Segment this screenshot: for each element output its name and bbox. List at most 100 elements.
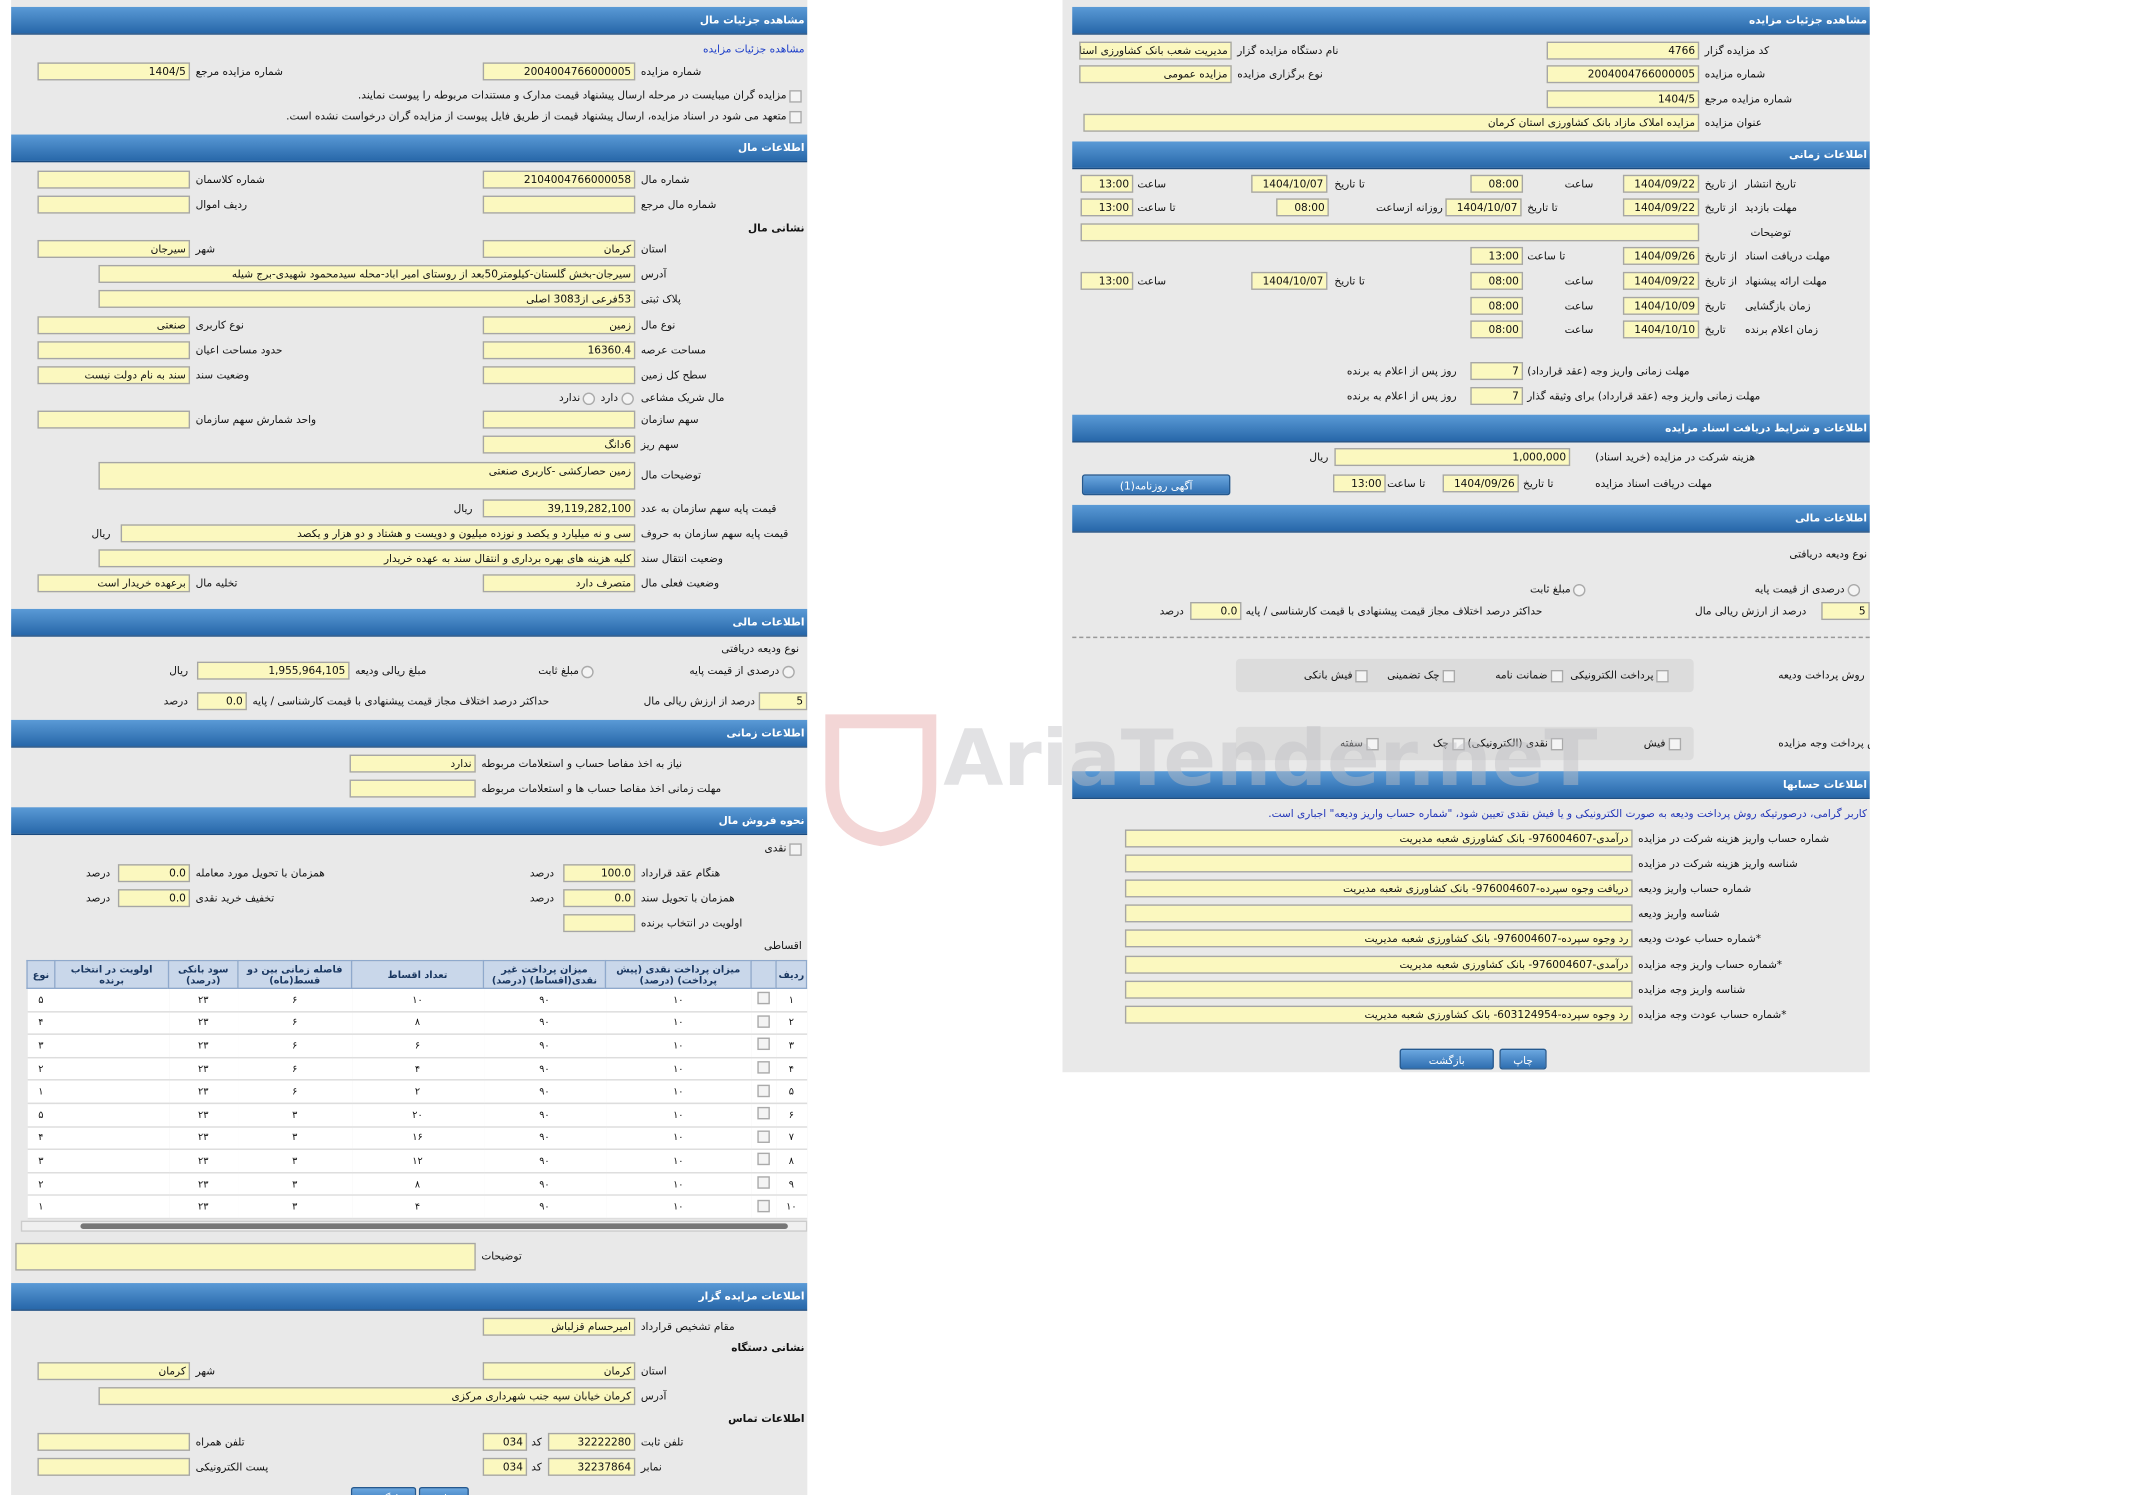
field-label: سهم ریز [640,438,679,451]
header-row: ردیف میزان پرداخت نقدی (پیش پرداخت) (درصد… [26,959,808,990]
option-label: دارد [600,391,619,404]
link[interactable]: مشاهده جزئیات مزایده [703,43,805,56]
checkbox-option: فیش [1644,735,1681,752]
field-value: درآمدی-976004607- بانک کشاورزی شعبه مدیر… [1124,955,1633,974]
cell [54,1126,169,1151]
checkbox [757,1130,770,1143]
cell: ۲۳ [168,1057,238,1082]
cell [54,1011,169,1036]
field-label: ساعت [1564,274,1594,288]
empty-field [1080,223,1700,242]
option-label: فیش بانکی [1303,668,1353,682]
empty-field [37,195,191,214]
cell: ۱۰ [351,988,484,1013]
field-label: تاریخ [1704,323,1726,336]
column-header: میزان پرداخت غیر نقدی(اقساط) (درصد) [482,959,607,990]
cell [751,1034,777,1059]
empty-field [349,779,476,798]
column-header: ردیف [775,959,808,990]
field-value: 16360.4 [482,341,636,360]
field-value: سی و نه میلیارد و یکصد و نوزده میلیون و … [120,524,636,543]
cell: ۶ [237,1034,352,1059]
field-label: واحد شمارش سهم سازمان [195,413,317,426]
cell: ۱ [776,988,807,1013]
cell: ۸ [776,1149,807,1174]
field-label: شناسه واریز ودیعه [1638,907,1720,920]
field-label: تا تاریخ [1334,177,1365,191]
field-value: 2004004766000005 [482,62,636,81]
field-value: 0.0 [1190,602,1242,621]
field-label: درصد [529,866,555,880]
checkbox-option: مزایده گران میبایست در مرحله ارسال پیشنه… [358,87,802,104]
field-label: از تاریخ [1704,274,1738,288]
field-label: مهلت دریافت اسناد مزایده [1595,477,1713,490]
field-label: درصد [86,866,111,880]
radio [620,391,634,405]
button[interactable]: بازگشت [1399,1048,1494,1070]
field-value: 08:00 [1470,174,1524,193]
section-header: مشاهده جزئیات مال [11,6,808,35]
cell: ۳ [237,1149,352,1174]
cell: ۱۰ [605,988,752,1013]
field-label: مبلغ ریالی ودیعه [355,664,427,677]
notice: کاربر گرامی، درصورتیکه روش پرداخت ودیعه … [1268,807,1868,820]
field-value: 08:00 [1470,296,1524,315]
field-label: کد مزایده گزار [1704,44,1770,57]
asset-panel: مشاهده جزئیات مال مشاهده جزئیات مزایده شما… [11,0,808,1495]
field-label: استان [640,1364,667,1378]
empty-field [37,341,191,360]
field-label: درصد [86,891,111,905]
field-label: ردیف اموال [195,198,248,211]
field-value: 5 [1821,602,1870,621]
button[interactable]: بازگشت [350,1486,417,1495]
button[interactable]: چاپ [1499,1048,1547,1070]
field-label: زمان بازگشایی [1744,299,1811,313]
checkbox [1365,737,1379,750]
field-label: مهلت زمانی اخذ مفاصا حساب ها و استعلامات… [481,782,722,795]
checkbox [757,992,770,1005]
checkbox [757,1084,770,1097]
field-value: 0.0 [117,864,191,883]
field-value: 1,000,000 [1334,448,1571,467]
checkbox [757,1015,770,1028]
field-value: 1404/10/10 [1622,320,1700,339]
field-label: *شماره حساب واریز وجه مزایده [1638,958,1783,971]
radio-option: مبلغ ثابت [538,663,595,680]
empty-field [37,1432,191,1451]
column-header: فاصله زمانی بین دو قسط(ماه) [237,959,353,990]
text-area: زمین حصارکشی -کاربری صنعتی [98,461,636,490]
field-label: *شماره حساب عودت وجه مزایده [1638,1008,1787,1021]
cell: ۱۰ [605,1149,752,1174]
installments-table: ردیف میزان پرداخت نقدی (پیش پرداخت) (درصد… [21,959,808,1221]
checkbox [757,1199,770,1212]
checkbox-option: چک [1433,735,1465,752]
field-value: 6دانگ [482,435,636,454]
cell: ۲۳ [168,1195,238,1220]
field-label: شماره مزایده مرجع [1704,92,1793,106]
field-value: 7 [1470,387,1524,406]
field-label: تا تاریخ [1527,201,1558,214]
field-label: روزانه ازساعت [1376,201,1443,214]
field-label: تا تاریخ [1334,274,1365,288]
cell: ۶ [237,1057,352,1082]
radio [1573,583,1586,596]
field-value: 32222280 [547,1432,636,1451]
option-label: فیش [1643,736,1666,750]
table-row: ۴ ۱۰ ۹۰ ۴ ۶ ۲۳ ۲ [27,1057,807,1082]
field-value: 1404/10/07 [1251,271,1328,290]
button[interactable]: آگهی روزنامه(1) [1081,474,1231,496]
checkbox [1656,669,1669,682]
field-label: وضعیت انتقال سند [640,552,723,565]
checkbox-option: ضمانت نامه [1495,667,1563,684]
field-label: ریال [169,664,189,677]
cell: ۳ [237,1103,352,1128]
field-label: تا ساعت [1387,477,1426,490]
field-label: آدرس [640,1389,667,1403]
field-label: ریال [91,527,111,540]
checkbox [757,1038,770,1051]
cell [751,1126,777,1151]
button[interactable]: چاپ [418,1486,469,1495]
cell: ۲۳ [168,1011,238,1036]
section-header: نحوه فروش مال [11,807,808,836]
field-value: کلیه هزینه های بهره برداری و انتقال سند … [98,549,636,568]
